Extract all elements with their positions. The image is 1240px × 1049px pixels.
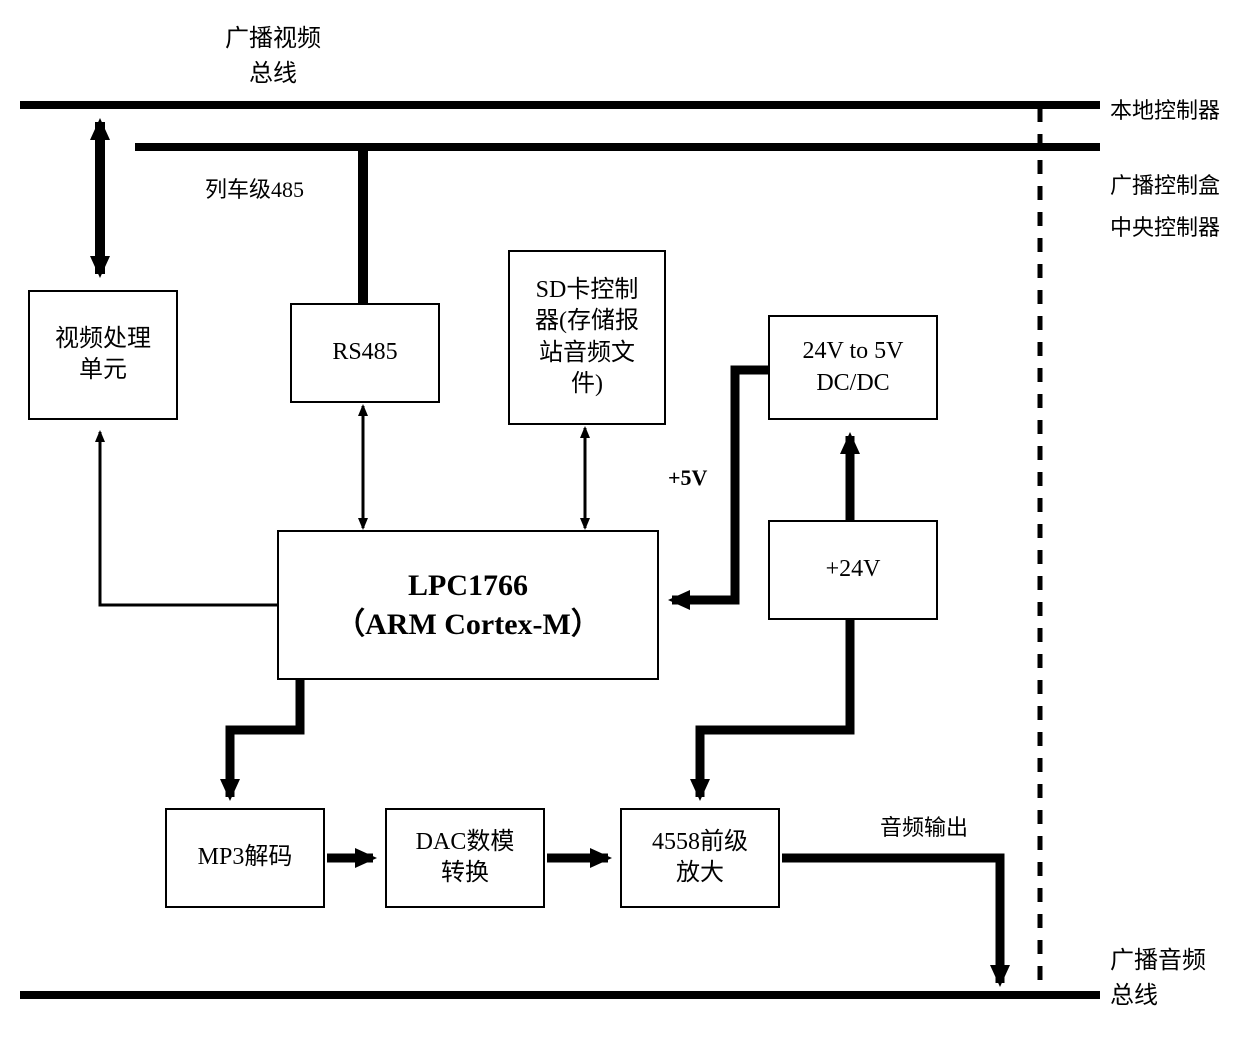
- box-mp3: MP3解码: [165, 808, 325, 908]
- diagram-canvas: 广播视频 总线 本地控制器 广播控制盒 中央控制器 列车级485 +5V 音频输…: [0, 0, 1240, 1049]
- label-central-controller: 中央控制器: [1110, 210, 1220, 242]
- label-audio-out: 音频输出: [880, 810, 968, 842]
- box-dcdc: 24V to 5V DC/DC: [768, 315, 938, 420]
- box-rs485: RS485: [290, 303, 440, 403]
- box-video-unit: 视频处理 单元: [28, 290, 178, 420]
- cpu-line1: LPC1766: [408, 566, 528, 605]
- bus-video-title: 广播视频 总线: [225, 18, 321, 88]
- box-dac: DAC数模 转换: [385, 808, 545, 908]
- bus-audio-title: 广播音频 总线: [1110, 940, 1206, 1010]
- box-cpu: LPC1766 （ARM Cortex-M）: [277, 530, 659, 680]
- box-preamp: 4558前级 放大: [620, 808, 780, 908]
- label-broadcast-control-box: 广播控制盒: [1110, 168, 1220, 200]
- label-plus5v: +5V: [668, 465, 707, 491]
- box-v24: +24V: [768, 520, 938, 620]
- box-sd-card: SD卡控制 器(存储报 站音频文 件): [508, 250, 666, 425]
- label-train-485: 列车级485: [205, 172, 304, 204]
- cpu-line2: （ARM Cortex-M）: [335, 605, 601, 644]
- label-local-controller: 本地控制器: [1110, 93, 1220, 125]
